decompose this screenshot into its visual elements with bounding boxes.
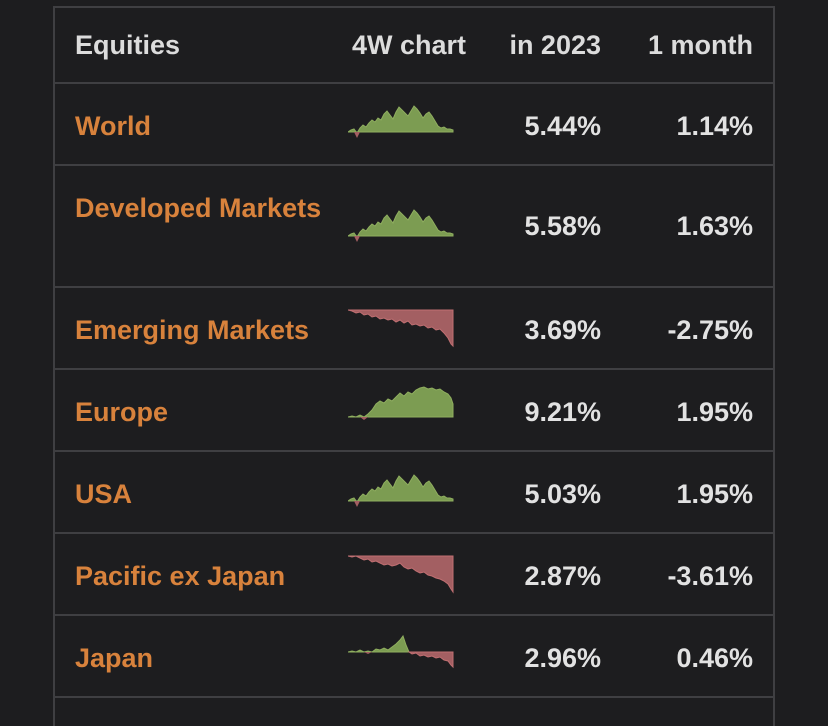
sparkline-chart [348, 209, 454, 242]
header-4w-chart: 4W chart [351, 30, 466, 60]
table-row[interactable]: Emerging Markets 3.69% -2.75% [55, 288, 773, 370]
header-1-month: 1 month [648, 30, 753, 60]
sparkline-chart [348, 474, 454, 507]
header-in-2023: in 2023 [509, 30, 601, 60]
value-1-month: 1.95% [676, 397, 753, 427]
row-name-link[interactable]: Japan [75, 643, 154, 673]
value-1-month: 0.46% [676, 643, 753, 673]
table-row[interactable]: Pacific ex Japan 2.87% -3.61% [55, 534, 773, 616]
value-in-2023: 2.87% [524, 561, 601, 591]
value-in-2023: 3.69% [524, 315, 601, 345]
header-equities: Equities [75, 30, 181, 60]
value-1-month: -2.75% [667, 315, 753, 345]
row-name-link[interactable]: Pacific ex Japan [75, 561, 286, 591]
sparkline-chart [348, 634, 454, 669]
row-name-link[interactable]: World [75, 111, 151, 141]
row-name-link[interactable]: USA [75, 479, 133, 509]
table-row[interactable]: Developed Markets 5.58% 1.63% [55, 166, 773, 288]
table-header: Equities 4W chart in 2023 1 month [55, 8, 773, 84]
value-in-2023: 5.03% [524, 479, 601, 509]
sparkline-chart [348, 386, 454, 420]
table-row[interactable]: World 5.44% 1.14% [55, 84, 773, 166]
table-row[interactable]: Japan 2.96% 0.46% [55, 616, 773, 698]
row-name-link[interactable]: Europe [75, 397, 169, 427]
row-name-link[interactable]: Emerging Markets [75, 315, 310, 345]
equities-table: Equities 4W chart in 2023 1 month World … [53, 6, 775, 726]
row-name-link[interactable]: Developed Markets [75, 193, 322, 223]
value-in-2023: 9.21% [524, 397, 601, 427]
sparkline-chart [348, 309, 454, 348]
table-row[interactable]: USA 5.03% 1.95% [55, 452, 773, 534]
sparkline-chart [348, 105, 454, 138]
table-row[interactable]: Europe 9.21% 1.95% [55, 370, 773, 452]
value-1-month: -3.61% [667, 561, 753, 591]
value-1-month: 1.95% [676, 479, 753, 509]
sparkline-chart [348, 555, 454, 594]
value-in-2023: 2.96% [524, 643, 601, 673]
value-in-2023: 5.44% [524, 111, 601, 141]
value-1-month: 1.14% [676, 111, 753, 141]
value-1-month: 1.63% [676, 211, 753, 241]
value-in-2023: 5.58% [524, 211, 601, 241]
